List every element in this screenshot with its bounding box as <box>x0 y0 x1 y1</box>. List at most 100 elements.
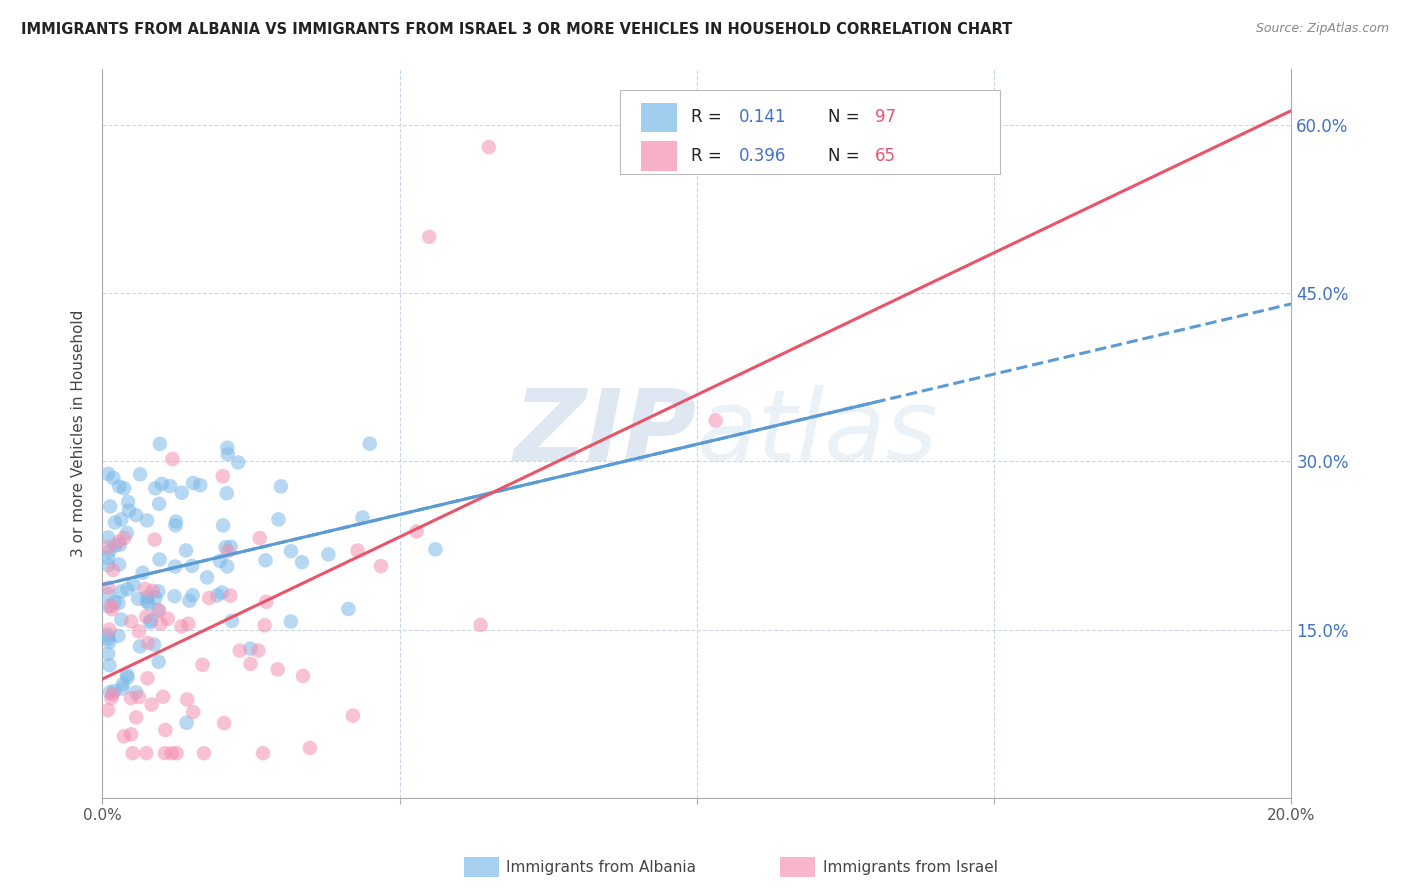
Point <box>98 685 121 699</box>
Point <box>149 616 172 631</box>
Point <box>136 636 159 650</box>
Point <box>156 612 179 626</box>
Point <box>253 618 276 632</box>
Point <box>120 727 142 741</box>
Point <box>97 628 120 642</box>
Point <box>122 577 145 591</box>
Point <box>359 436 381 450</box>
Point <box>98 500 121 514</box>
Point <box>162 452 184 467</box>
Point <box>103 684 125 698</box>
Point <box>163 589 186 603</box>
Point <box>148 655 170 669</box>
Point <box>111 681 134 696</box>
Point <box>165 559 187 574</box>
Point <box>425 542 447 557</box>
Point <box>110 584 132 599</box>
Point <box>117 582 139 597</box>
Point <box>104 516 127 530</box>
Point <box>121 746 143 760</box>
Point <box>143 638 166 652</box>
Point <box>108 538 131 552</box>
Point <box>143 481 166 495</box>
Point <box>120 615 142 629</box>
Point <box>207 589 229 603</box>
Point <box>115 668 138 682</box>
Point <box>166 746 188 760</box>
Point <box>97 587 120 601</box>
FancyBboxPatch shape <box>620 90 1000 174</box>
Point <box>176 692 198 706</box>
Point <box>101 563 124 577</box>
Point <box>318 548 340 562</box>
Point <box>112 481 135 495</box>
Point <box>212 518 235 533</box>
Point <box>98 658 121 673</box>
Point <box>97 550 120 565</box>
Point <box>270 479 292 493</box>
Text: R =: R = <box>690 108 727 127</box>
Point <box>174 543 197 558</box>
Point <box>193 746 215 760</box>
Point <box>228 643 250 657</box>
Point <box>98 544 121 558</box>
Point <box>181 558 204 573</box>
Point <box>181 705 204 719</box>
Point <box>148 584 170 599</box>
Point <box>110 613 132 627</box>
Point <box>149 437 172 451</box>
Point <box>247 643 270 657</box>
Point <box>112 730 135 744</box>
Point <box>97 558 120 573</box>
Text: Immigrants from Albania: Immigrants from Albania <box>506 860 696 874</box>
Point <box>131 566 153 580</box>
Point <box>97 530 120 544</box>
Point <box>219 589 242 603</box>
Point <box>128 624 150 639</box>
Point <box>107 596 129 610</box>
Point <box>212 716 235 731</box>
Point <box>97 647 120 661</box>
Point <box>181 588 204 602</box>
Point <box>97 540 120 554</box>
Point <box>142 583 165 598</box>
Point <box>125 508 148 522</box>
Point <box>148 497 170 511</box>
Point <box>117 670 139 684</box>
Point <box>135 594 157 608</box>
Point <box>254 553 277 567</box>
Point <box>127 591 149 606</box>
Text: N =: N = <box>828 147 865 165</box>
Point <box>118 503 141 517</box>
Text: 97: 97 <box>875 108 896 127</box>
Point <box>165 515 187 529</box>
Point <box>128 640 150 654</box>
Point <box>249 531 271 545</box>
Point <box>280 544 302 558</box>
Point <box>143 533 166 547</box>
Point <box>125 710 148 724</box>
Point <box>139 615 162 630</box>
Point <box>136 590 159 604</box>
Point <box>221 614 243 628</box>
Point <box>176 715 198 730</box>
Point <box>136 671 159 685</box>
Point <box>146 603 169 617</box>
Y-axis label: 3 or more Vehicles in Household: 3 or more Vehicles in Household <box>72 310 86 557</box>
Point <box>280 615 302 629</box>
Point <box>103 471 125 485</box>
Point <box>104 595 127 609</box>
Point <box>134 582 156 596</box>
Point <box>97 632 120 646</box>
Point <box>138 596 160 610</box>
Point <box>150 476 173 491</box>
Point <box>254 595 277 609</box>
Text: ZIP: ZIP <box>513 384 697 482</box>
Point <box>100 599 122 613</box>
Point <box>214 540 236 554</box>
Point <box>97 581 120 595</box>
Point <box>111 677 134 691</box>
Point <box>155 723 177 737</box>
Point <box>135 609 157 624</box>
Point <box>470 618 492 632</box>
